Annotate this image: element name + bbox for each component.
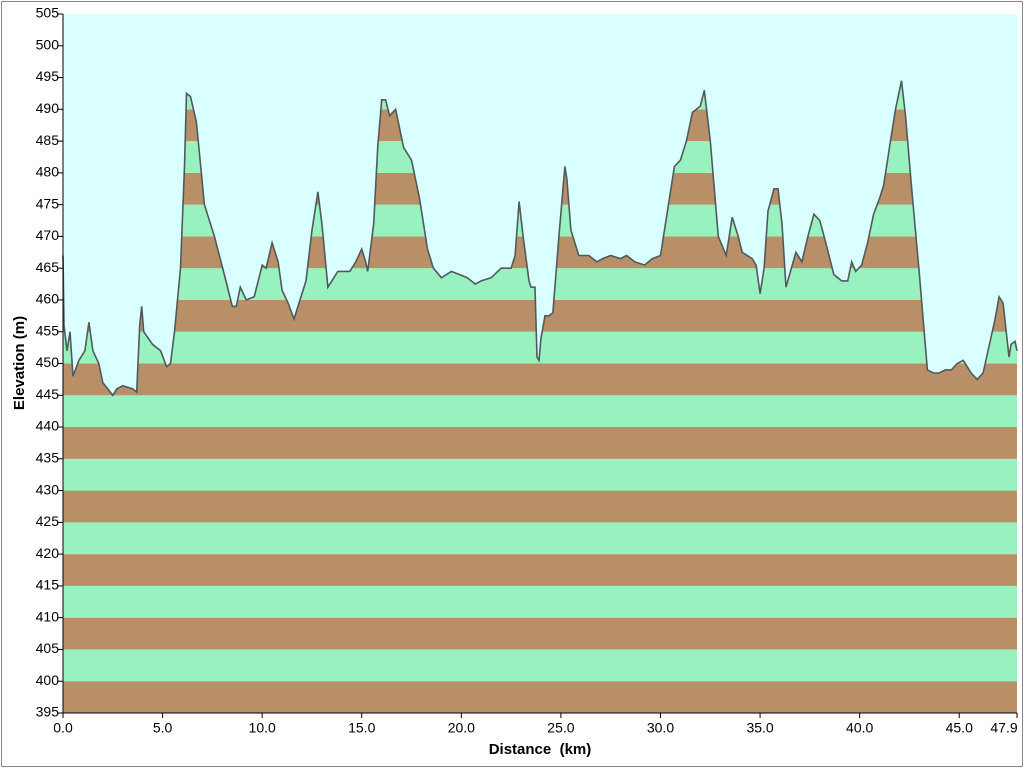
x-tick-label: 15.0 xyxy=(348,720,375,736)
y-tick-label: 485 xyxy=(36,132,60,148)
y-tick-label: 505 xyxy=(36,5,60,21)
y-tick-label: 495 xyxy=(36,68,60,84)
x-tick-label: 20.0 xyxy=(448,720,475,736)
y-tick-label: 455 xyxy=(36,322,60,338)
elevation-band xyxy=(63,522,1017,555)
y-tick-label: 470 xyxy=(36,227,60,243)
y-axis-title: Elevation (m) xyxy=(11,316,28,410)
elevation-band xyxy=(63,395,1017,428)
y-tick-label: 435 xyxy=(36,450,60,466)
y-tick-label: 445 xyxy=(36,386,60,402)
y-tick-label: 405 xyxy=(36,640,60,656)
y-tick-label: 430 xyxy=(36,481,60,497)
x-tick-label: 25.0 xyxy=(547,720,574,736)
elevation-band xyxy=(63,681,1017,713)
y-tick-label: 480 xyxy=(36,164,60,180)
x-tick-label: 10.0 xyxy=(249,720,276,736)
y-tick-label: 465 xyxy=(36,259,60,275)
y-tick-label: 415 xyxy=(36,577,60,593)
elevation-band xyxy=(63,458,1017,491)
y-tick-label: 400 xyxy=(36,672,60,688)
y-tick-label: 460 xyxy=(36,291,60,307)
elevation-band xyxy=(63,490,1017,523)
x-tick-label: 40.0 xyxy=(846,720,873,736)
x-tick-label: 5.0 xyxy=(153,720,173,736)
y-tick-label: 425 xyxy=(36,513,60,529)
y-tick-label: 475 xyxy=(36,195,60,211)
elevation-band xyxy=(63,427,1017,459)
elevation-band xyxy=(63,585,1017,618)
y-tick-label: 420 xyxy=(36,545,60,561)
x-tick-label: 30.0 xyxy=(647,720,674,736)
elevation-band xyxy=(63,554,1017,586)
x-tick-label: 45.0 xyxy=(946,720,973,736)
y-tick-label: 490 xyxy=(36,100,60,116)
elevation-band xyxy=(63,649,1017,682)
x-tick-label: 35.0 xyxy=(746,720,773,736)
elevation-band xyxy=(63,363,1017,396)
x-tick-label: 47.9 xyxy=(990,720,1017,736)
y-tick-label: 450 xyxy=(36,354,60,370)
y-tick-label: 500 xyxy=(36,36,60,52)
y-tick-label: 440 xyxy=(36,418,60,434)
y-tick-label: 395 xyxy=(36,704,60,720)
x-tick-label: 0.0 xyxy=(53,720,73,736)
x-axis-title: Distance (km) xyxy=(489,741,592,758)
elevation-line xyxy=(62,80,1018,397)
y-tick-label: 410 xyxy=(36,608,60,624)
elevation-band xyxy=(63,617,1017,650)
